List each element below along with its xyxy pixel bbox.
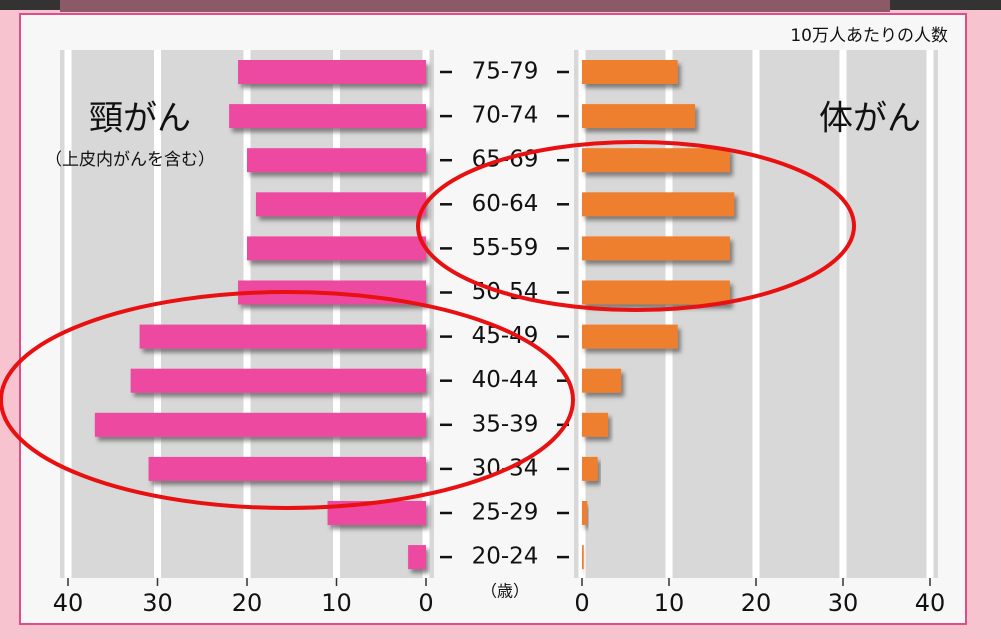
bar	[148, 456, 427, 481]
category-axis-label: （歳）	[481, 582, 529, 601]
category-label: 25-29	[472, 500, 539, 526]
x-tick-label: 30	[828, 589, 859, 617]
x-tick-label: 20	[741, 589, 772, 617]
highlight-ellipse	[0, 290, 575, 510]
category-label: 75-79	[472, 59, 539, 85]
x-tick-label: 30	[142, 589, 173, 617]
bar	[94, 412, 426, 437]
category-label: 45-49	[472, 323, 539, 349]
x-tick-label: 0	[418, 589, 433, 617]
series-title: 頸がん	[89, 99, 191, 139]
category-label: 20-24	[472, 544, 539, 570]
category-label: 60-64	[472, 191, 539, 217]
annotation: 10万人あたりの人数	[790, 26, 948, 46]
highlight-ellipse	[416, 140, 856, 312]
photo-strip	[60, 0, 890, 12]
bar	[582, 501, 588, 525]
category-label: 70-74	[472, 103, 539, 129]
bar	[582, 192, 735, 217]
category-label: 55-59	[472, 235, 539, 261]
series-note: （上皮内がんを含む）	[45, 150, 215, 170]
bar	[582, 148, 730, 173]
bar	[582, 236, 730, 261]
category-label: 35-39	[472, 411, 539, 437]
bar	[130, 368, 426, 393]
bar	[582, 412, 609, 437]
x-tick-label: 10	[321, 589, 352, 617]
bar	[238, 60, 426, 84]
bar	[582, 60, 678, 84]
x-tick-label: 20	[232, 589, 263, 617]
x-tick-label: 0	[574, 589, 589, 617]
bar	[582, 545, 584, 570]
bar	[139, 324, 426, 349]
bar	[582, 368, 622, 393]
bar	[582, 104, 696, 129]
series-title: 体がん	[819, 99, 921, 139]
bar	[247, 236, 426, 261]
category-label: 40-44	[472, 367, 539, 393]
bar	[408, 545, 426, 570]
bar	[255, 192, 426, 217]
bar	[229, 104, 426, 129]
x-tick-label: 10	[654, 589, 685, 617]
bar	[582, 456, 598, 481]
x-tick-label: 40	[53, 589, 84, 617]
bar	[247, 148, 426, 173]
bar	[582, 324, 678, 349]
x-tick-label: 40	[915, 589, 946, 617]
bar	[582, 280, 730, 305]
